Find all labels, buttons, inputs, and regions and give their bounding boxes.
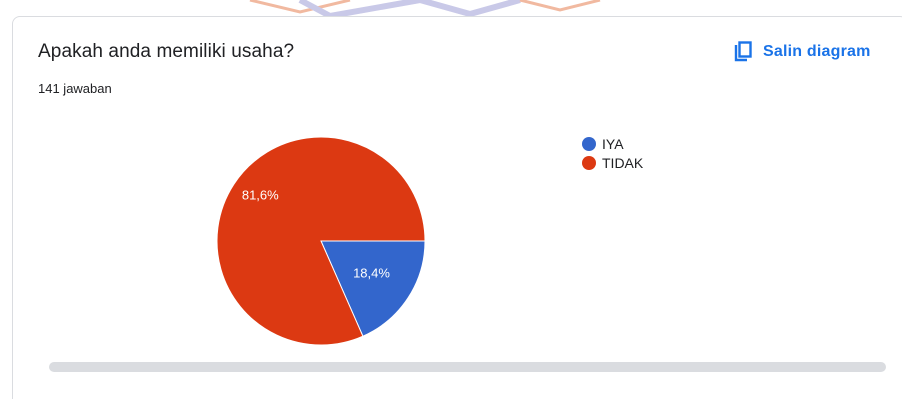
copy-chart-label: Salin diagram [763, 43, 871, 60]
copy-chart-button[interactable]: Salin diagram [733, 36, 871, 68]
pie-slice-tidak[interactable] [216, 136, 426, 346]
legend-label-tidak: TIDAK [602, 154, 644, 171]
response-card [12, 16, 902, 399]
pie-label-iya: 18,4% [353, 265, 390, 280]
legend-item-tidak[interactable]: TIDAK [580, 153, 643, 172]
legend-swatch-iya [582, 136, 596, 151]
legend-item-iya[interactable]: IYA [580, 134, 643, 153]
pie-slice-iya[interactable] [320, 240, 426, 337]
question-title: Apakah anda memiliki usaha? [38, 41, 295, 62]
legend-label-iya: IYA [602, 135, 624, 152]
chart-legend: IYA TIDAK [580, 134, 643, 172]
response-count: 141 jawaban [38, 81, 112, 96]
pie-label-tidak: 81,6% [242, 188, 279, 203]
horizontal-scrollbar[interactable] [49, 362, 886, 372]
legend-swatch-tidak [582, 155, 596, 170]
copy-icon [733, 41, 753, 63]
